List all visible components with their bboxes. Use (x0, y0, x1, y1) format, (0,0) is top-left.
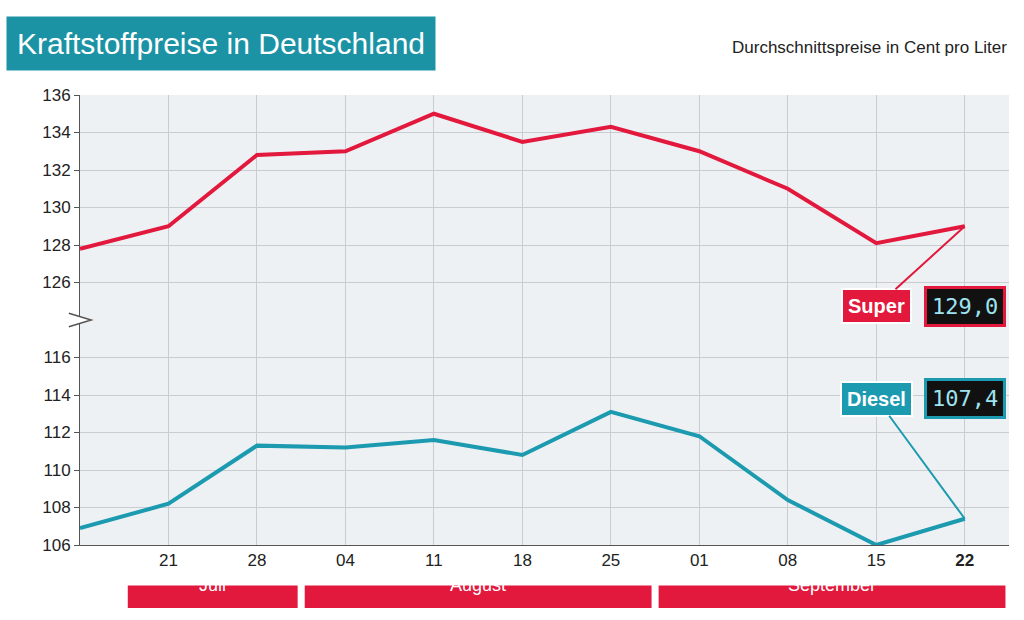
svg-text:21: 21 (159, 551, 178, 570)
svg-text:107,4: 107,4 (932, 386, 998, 411)
svg-text:112: 112 (43, 423, 70, 442)
svg-text:22: 22 (955, 551, 974, 570)
svg-text:Kraftstoffpreise in Deutschlan: Kraftstoffpreise in Deutschland (17, 27, 425, 60)
svg-text:08: 08 (778, 551, 797, 570)
svg-text:15: 15 (867, 551, 886, 570)
svg-text:114: 114 (43, 386, 70, 405)
svg-text:106: 106 (42, 536, 70, 555)
svg-text:129,0: 129,0 (932, 294, 998, 319)
svg-text:126: 126 (42, 273, 70, 292)
svg-text:130: 130 (42, 198, 70, 217)
svg-text:04: 04 (336, 551, 355, 570)
svg-text:116: 116 (43, 348, 70, 367)
svg-text:01: 01 (690, 551, 709, 570)
svg-text:110: 110 (43, 461, 70, 480)
svg-text:18: 18 (513, 551, 532, 570)
svg-text:25: 25 (601, 551, 620, 570)
svg-text:Durchschnittspreise in Cent pr: Durchschnittspreise in Cent pro Liter (732, 38, 1007, 57)
svg-text:11: 11 (425, 551, 443, 570)
svg-text:Juli: Juli (199, 575, 226, 595)
svg-text:28: 28 (247, 551, 266, 570)
svg-text:136: 136 (42, 86, 70, 105)
svg-text:134: 134 (42, 123, 70, 142)
svg-text:Diesel: Diesel (847, 388, 906, 410)
svg-text:September: September (788, 575, 876, 595)
svg-text:132: 132 (42, 161, 70, 180)
svg-text:Super: Super (848, 295, 905, 317)
svg-text:108: 108 (42, 498, 70, 517)
svg-text:128: 128 (42, 236, 70, 255)
svg-text:August: August (450, 575, 506, 595)
